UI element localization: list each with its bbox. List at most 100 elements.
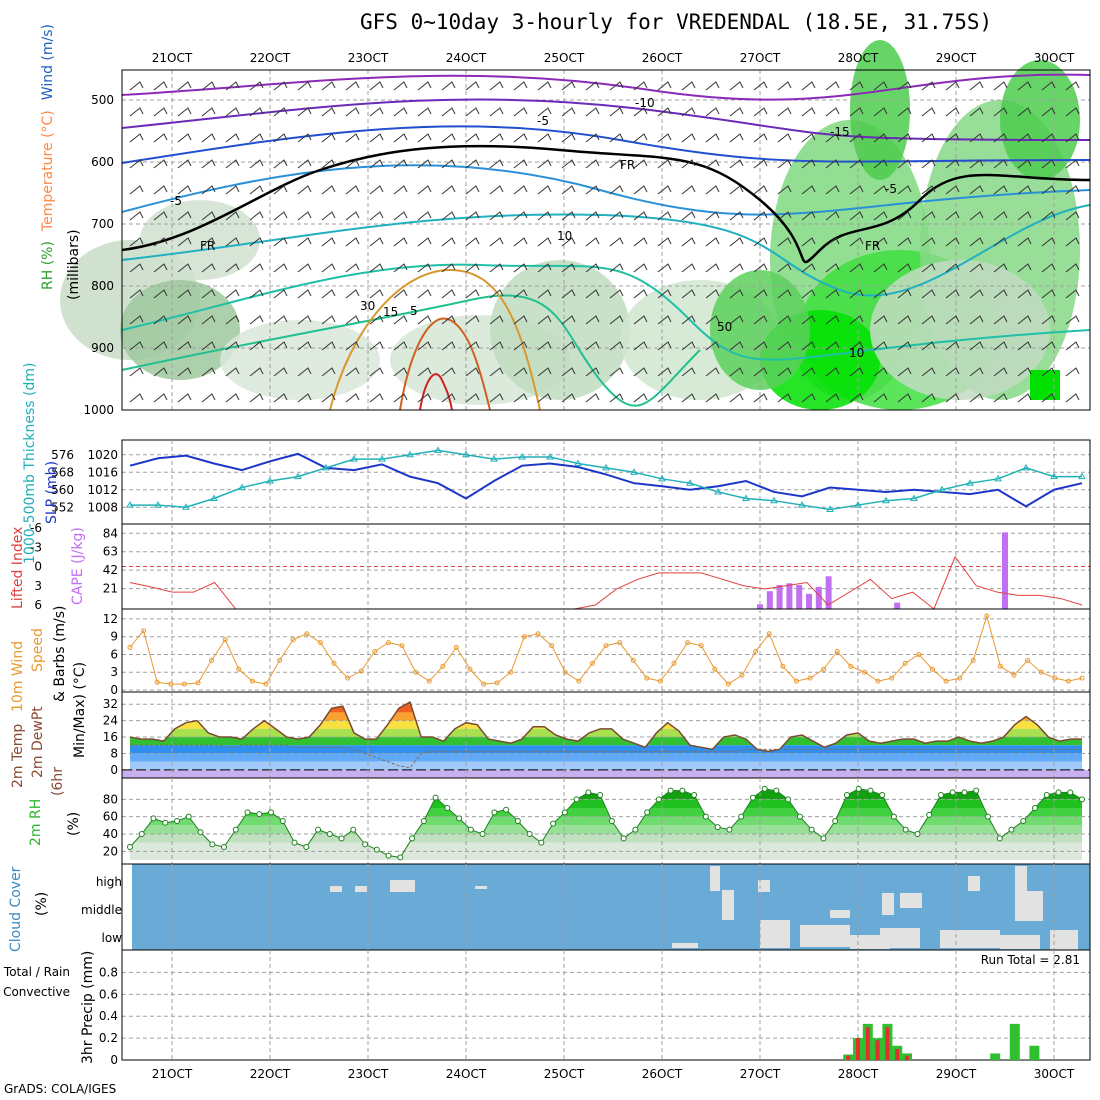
wind-speed-point [671, 660, 677, 666]
thickness-point [910, 494, 918, 501]
wind-barb [945, 315, 960, 325]
wind-ylabel-2: Speed [30, 628, 46, 672]
rh-ytick-label: 20 [103, 844, 118, 858]
wind-barb [945, 107, 960, 117]
wind-barb [921, 263, 936, 273]
thickness-point [126, 501, 134, 508]
wind-speed-point [1052, 675, 1058, 681]
top-date-label: 28OCT [838, 51, 879, 65]
bottom-date-label: 27OCT [740, 1067, 781, 1081]
wind-barb [657, 81, 672, 91]
cape-ytick-label: 63 [103, 545, 118, 559]
wind-barb [657, 393, 672, 403]
wind-barb [393, 133, 408, 143]
wind-speed-point [848, 663, 854, 669]
wind-barb [249, 237, 264, 247]
wind-barb [489, 393, 504, 403]
wind-barb [1017, 263, 1032, 273]
wind-barb [945, 237, 960, 247]
xs-ytick-label: 500 [91, 93, 114, 107]
cloud-fill [758, 880, 770, 892]
rh-point [362, 841, 369, 848]
top-date-label: 22OCT [250, 51, 291, 65]
wind-barb [801, 159, 816, 169]
wind-barb [1041, 367, 1056, 377]
wind-barb [225, 133, 240, 143]
rh-point [691, 792, 698, 798]
wind-barb [465, 289, 480, 299]
wind-barb [369, 263, 384, 273]
wind-barb [993, 159, 1008, 169]
cape-bar [1002, 532, 1008, 609]
wind-speed-point [317, 640, 323, 646]
wind-barb [369, 315, 384, 325]
wind-barb [1065, 133, 1080, 143]
wind-barb [177, 159, 192, 169]
wind-speed-point [916, 651, 922, 657]
thickness-point [630, 468, 638, 475]
wind-barb [321, 341, 336, 351]
wind-speed-point [589, 660, 595, 666]
bottom-date-label: 30OCT [1034, 1067, 1075, 1081]
precip-convective-bar [875, 1040, 880, 1060]
xs-ylabel-part: RH (%) [40, 241, 56, 290]
wind-speed-point [141, 628, 147, 634]
wind-barb [201, 289, 216, 299]
wind-barb [129, 159, 144, 169]
wind-barb [1017, 393, 1032, 403]
wind-barb [921, 237, 936, 247]
wind-barb [201, 367, 216, 377]
cape-ytick-label: 21 [103, 582, 118, 596]
wind-barb [993, 341, 1008, 351]
wind-barb [705, 367, 720, 377]
rh-point [150, 815, 157, 822]
lifted-ytick-label: 0 [34, 560, 42, 574]
wind-barb [849, 315, 864, 325]
wind-barb [633, 341, 648, 351]
wind-barb [1041, 185, 1056, 195]
wind-barb [681, 393, 696, 403]
rh-shade-14 [140, 200, 260, 280]
rh-point [1008, 826, 1015, 833]
xs-ytick-label: 600 [91, 155, 114, 169]
wind-speed-point [725, 681, 731, 687]
thickness-point [210, 494, 218, 501]
cloud-fill [968, 876, 980, 891]
wind-barb [321, 263, 336, 273]
wind-barb [705, 263, 720, 273]
wind-barb [1041, 237, 1056, 247]
cape-ylabel: CAPE (J/kg) [70, 527, 86, 605]
wind-barb [729, 185, 744, 195]
wind-barb [1017, 289, 1032, 299]
wind-barb [465, 393, 480, 403]
wind-barb [897, 211, 912, 221]
contour-label: -5 [537, 114, 549, 128]
wind-barb [177, 367, 192, 377]
wind-speed-point [385, 640, 391, 646]
wind-barb [441, 367, 456, 377]
wind-barb [201, 393, 216, 403]
cloud-fill [1050, 930, 1078, 950]
wind-barb [489, 185, 504, 195]
wind-barb [849, 81, 864, 91]
wind-barb [753, 185, 768, 195]
wind-barb [201, 237, 216, 247]
wind-barb [561, 81, 576, 91]
rh-point [573, 796, 580, 803]
wind-barb [153, 315, 168, 325]
wind-barb [225, 237, 240, 247]
wind-barb [561, 185, 576, 195]
wind-barb [873, 211, 888, 221]
wind-barb [777, 237, 792, 247]
wind-barb [873, 263, 888, 273]
rh-ytick-label: 60 [103, 810, 118, 824]
rh-point [785, 796, 792, 803]
wind-barb [417, 211, 432, 221]
wind-barb [801, 367, 816, 377]
wind-barb [753, 315, 768, 325]
wind-barb [585, 393, 600, 403]
wind-barb [1065, 211, 1080, 221]
wind-barb [177, 341, 192, 351]
wind-barb [585, 81, 600, 91]
rh-point [420, 818, 427, 824]
